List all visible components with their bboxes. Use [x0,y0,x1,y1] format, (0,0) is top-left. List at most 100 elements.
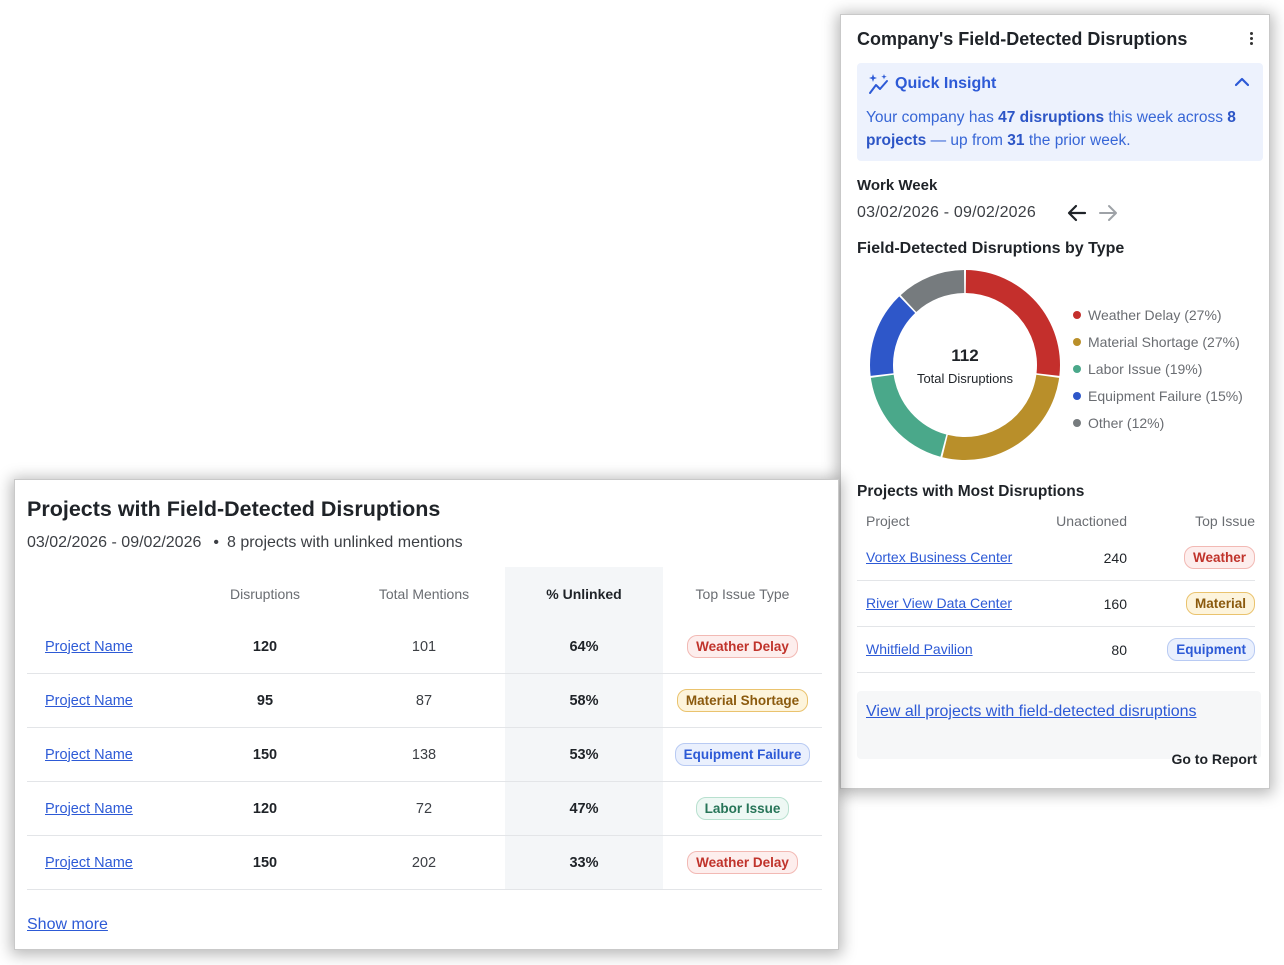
project-name-link[interactable]: Project Name [45,800,133,817]
disruptions-value: 95 [256,692,274,709]
project-link[interactable]: River View Data Center [866,594,1013,611]
projects-disruptions-card: Projects with Field-Detected Disruptions… [15,480,838,949]
project-name-link[interactable]: Project Name [45,746,133,763]
unlinked-mentions-note: 8 projects with unlinked mentions [226,534,463,551]
arrow-right-icon[interactable] [1097,203,1119,223]
donut-center-label: Total Disruptions [917,371,1014,386]
insight-project-count: 8 projects [866,109,1236,149]
project-name-link[interactable]: Project Name [45,638,133,655]
disruptions-widget: Company's Field-Detected Disruptions Qui… [841,15,1269,788]
projects-card-subtitle: 03/02/2026 - 09/02/2026 • 8 projects with … [27,534,463,552]
go-to-report-button[interactable]: Go to Report [1171,751,1257,767]
column-header-unlinked[interactable]: % Unlinked [505,567,663,620]
widget-title: Company's Field-Detected Disruptions [857,29,1188,49]
sparkle-icon [869,74,888,94]
issue-type-badge: Weather Delay [687,635,798,658]
issue-type-badge: Weather Delay [687,851,798,874]
top-issue-badge: Equipment [1167,638,1255,661]
disruptions-value: 150 [252,854,278,871]
project-name-link[interactable]: Project Name [45,692,133,709]
unlinked-value: 53% [505,728,663,781]
donut-slice [870,296,916,376]
chart-title: Field-Detected Disruptions by Type [857,240,1125,257]
legend-label: Material Shortage (27%) [1088,333,1240,350]
chevron-up-icon[interactable] [1235,77,1249,87]
legend-label: Equipment Failure (15%) [1088,387,1243,404]
separator-dot: • [213,534,219,551]
quick-insight-label: Quick Insight [895,75,997,92]
show-more-link[interactable]: Show more [27,916,108,933]
table-row: Project Name 95 87 58% Material Shortage [27,674,822,728]
unlinked-value: 64% [505,620,663,673]
unactioned-count: 160 [1103,595,1127,612]
legend-label: Labor Issue (19%) [1088,360,1203,377]
donut-slice [942,374,1060,460]
most-disruptions-title: Projects with Most Disruptions [857,483,1085,500]
table-row: Whitfield Pavilion 80 Equipment [857,627,1255,673]
projects-card-title: Projects with Field-Detected Disruptions [27,497,441,521]
donut-slice [900,270,965,313]
insight-prior-count: 31 [1007,132,1025,149]
column-header-project: Project [866,513,910,529]
legend-swatch [1073,391,1081,400]
legend-label: Weather Delay (27%) [1088,306,1222,323]
total-mentions-value: 101 [411,638,437,655]
project-link[interactable]: Vortex Business Center [866,548,1013,565]
column-header-unactioned: Unactioned [1056,513,1127,529]
issue-type-badge: Equipment Failure [674,743,811,766]
column-header-top-issue: Top Issue [1195,513,1255,529]
project-name-link[interactable]: Project Name [45,854,133,871]
most-disruptions-table: Project Unactioned Top Issue Vortex Busi… [857,507,1255,673]
quick-insight-text: Your company has 47 disruptions this wee… [866,109,1236,149]
top-issue-badge: Weather [1183,546,1255,569]
work-week-range: 03/02/2026 - 09/02/2026 [857,204,1036,221]
issue-type-badge: Material Shortage [676,689,809,712]
total-mentions-value: 202 [411,854,437,871]
legend-swatch [1073,418,1081,427]
legend-item: Labor Issue (19%) [1073,355,1243,382]
donut-center-value: 112 [951,346,978,365]
legend-item: Other (12%) [1073,409,1243,436]
legend-item: Material Shortage (27%) [1073,328,1243,355]
total-mentions-value: 87 [415,692,433,709]
chart-legend: Weather Delay (27%) Material Shortage (27… [1073,301,1243,436]
view-all-panel: View all projects with field-detected di… [857,691,1261,759]
disruptions-value: 120 [252,800,278,817]
donut-slice [965,270,1060,376]
legend-swatch [1073,364,1081,373]
table-row: Project Name 120 101 64% Weather Delay [27,620,822,674]
column-header-top-issue-type[interactable]: Top Issue Type [695,585,790,602]
unlinked-value: 33% [505,836,663,889]
table-row: Project Name 150 202 33% Weather Delay [27,836,822,890]
arrow-left-icon[interactable] [1066,203,1088,223]
legend-item: Equipment Failure (15%) [1073,382,1243,409]
top-issue-badge: Material [1185,592,1255,615]
disruptions-value: 120 [252,638,278,655]
insight-disruption-count: 47 disruptions [998,109,1105,126]
donut-slice [870,374,947,457]
table-row: Vortex Business Center 240 Weather [857,535,1255,581]
total-mentions-value: 138 [411,746,437,763]
view-all-projects-link[interactable]: View all projects with field-detected di… [866,703,1197,720]
quick-insight-panel: Quick Insight Your company has 47 disrup… [857,63,1263,161]
legend-swatch [1073,337,1081,346]
table-row: River View Data Center 160 Material [857,581,1255,627]
unactioned-count: 80 [1111,641,1127,658]
table-row: Project Name 120 72 47% Labor Issue [27,782,822,836]
issue-type-badge: Labor Issue [695,797,790,820]
unlinked-value: 47% [505,782,663,835]
projects-table: Disruptions Total Mentions % Unlinked To… [27,567,822,890]
legend-item: Weather Delay (27%) [1073,301,1243,328]
total-mentions-value: 72 [415,800,433,817]
legend-label: Other (12%) [1088,414,1165,431]
work-week-label: Work Week [857,177,938,194]
more-options-icon[interactable] [1247,30,1255,50]
column-header-disruptions[interactable]: Disruptions [229,585,301,602]
projects-table-header-row: Disruptions Total Mentions % Unlinked To… [27,567,822,620]
project-link[interactable]: Whitfield Pavilion [866,640,973,657]
quick-insight-header[interactable]: Quick Insight [867,73,996,95]
disruptions-donut-chart: 112 Total Disruptions [870,270,1060,460]
unactioned-count: 240 [1103,549,1127,566]
table-row: Project Name 150 138 53% Equipment Failure [27,728,822,782]
column-header-total-mentions[interactable]: Total Mentions [378,585,470,602]
